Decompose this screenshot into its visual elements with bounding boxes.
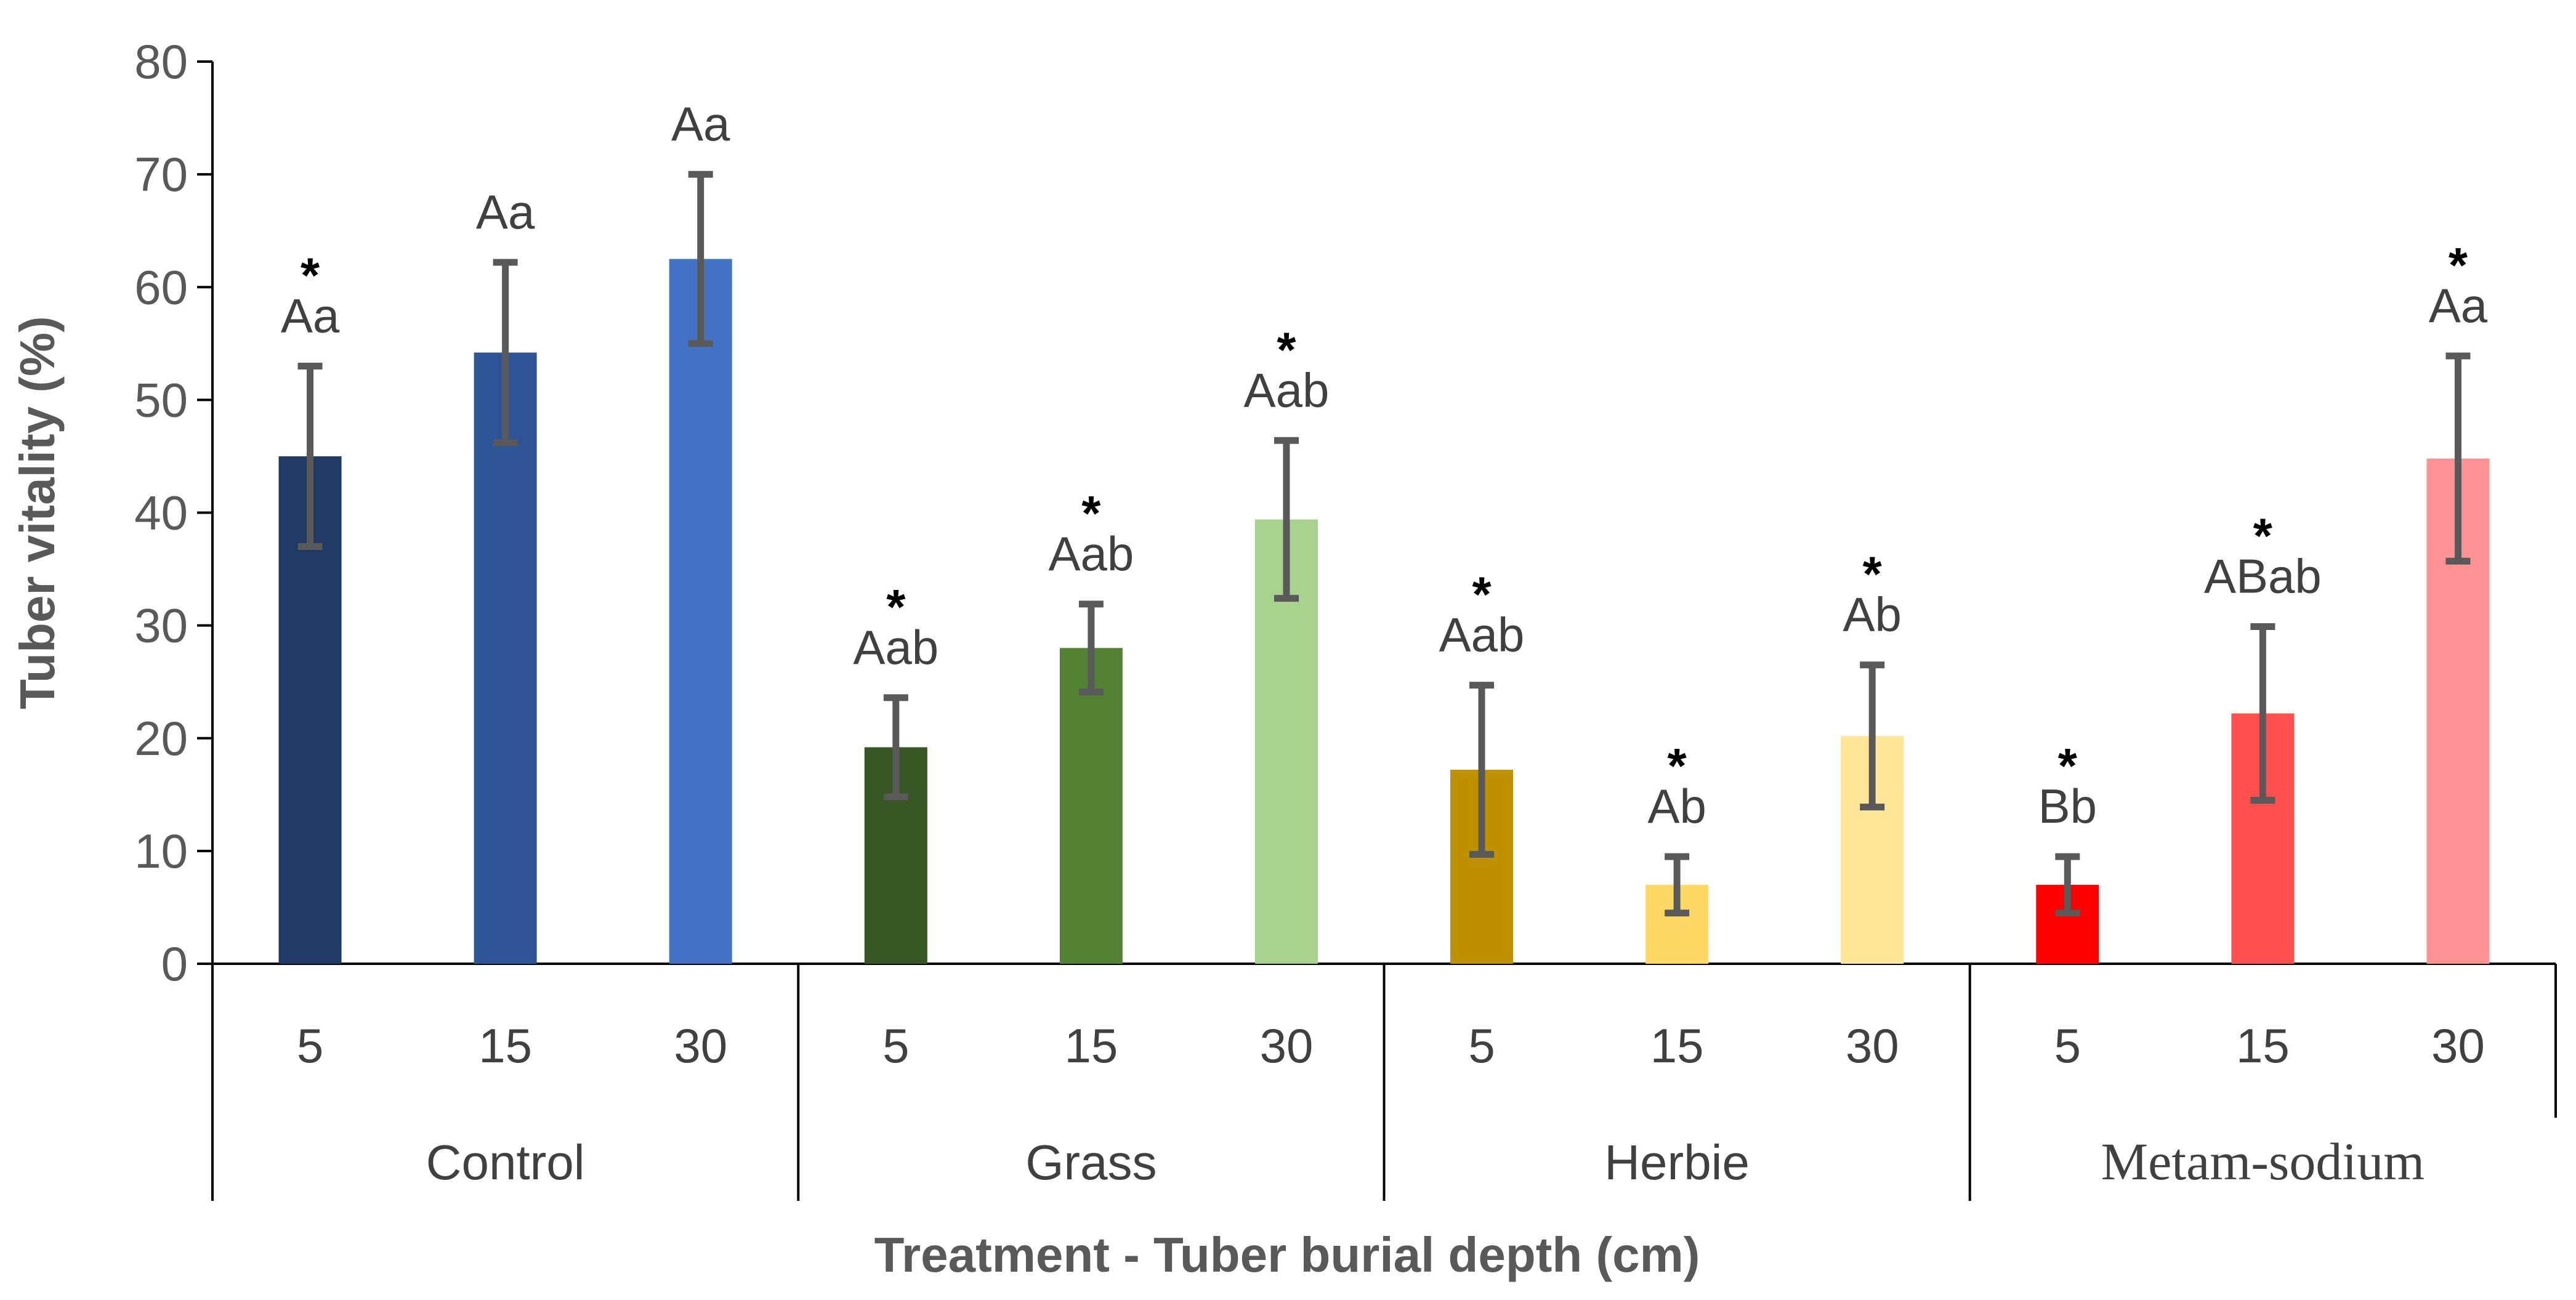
significance-letters: Aab <box>1244 363 1330 417</box>
depth-tick-label: 30 <box>674 1019 727 1073</box>
y-tick-label: 20 <box>134 711 188 765</box>
depth-tick-label: 5 <box>2054 1019 2081 1073</box>
y-tick-label: 40 <box>134 486 188 540</box>
depth-tick-label: 30 <box>2431 1019 2485 1073</box>
significance-star: * <box>1668 738 1687 793</box>
group-label-grass: Grass <box>1025 1135 1157 1190</box>
significance-letters: Ab <box>1647 779 1706 833</box>
y-tick-label: 70 <box>134 147 188 201</box>
significance-letters: Bb <box>2038 779 2097 833</box>
y-tick-label: 30 <box>134 599 188 653</box>
bar-grass-15 <box>1059 648 1123 964</box>
significance-letters: Aab <box>1048 527 1134 581</box>
significance-star: * <box>1081 486 1101 541</box>
significance-star: * <box>1472 567 1492 622</box>
depth-tick-label: 30 <box>1846 1019 1899 1073</box>
group-label-herbie: Herbie <box>1604 1135 1750 1190</box>
y-tick-label: 60 <box>134 260 188 314</box>
depth-tick-label: 5 <box>1468 1019 1495 1073</box>
group-label-control: Control <box>426 1135 585 1190</box>
significance-letters: Aa <box>671 97 730 151</box>
significance-letters: Aab <box>1439 608 1525 662</box>
significance-letters: Aa <box>476 185 535 239</box>
depth-tick-label: 15 <box>478 1019 532 1073</box>
bar-control-15 <box>474 352 537 964</box>
depth-tick-label: 5 <box>297 1019 323 1073</box>
significance-letters: Aa <box>281 288 340 342</box>
depth-tick-label: 15 <box>1064 1019 1118 1073</box>
depth-tick-label: 15 <box>2236 1019 2290 1073</box>
significance-star: * <box>886 579 906 634</box>
significance-star: * <box>2058 738 2078 793</box>
y-tick-label: 10 <box>134 824 188 878</box>
bar-control-30 <box>669 259 732 964</box>
significance-star: * <box>2449 238 2468 293</box>
significance-star: * <box>301 248 320 302</box>
significance-letters: ABab <box>2204 549 2322 603</box>
group-label-metam-sodium: Metam-sodium <box>2101 1132 2425 1191</box>
y-tick-label: 80 <box>134 34 188 89</box>
significance-letters: Aa <box>2429 278 2488 333</box>
depth-tick-label: 5 <box>882 1019 909 1073</box>
depth-tick-label: 15 <box>1650 1019 1704 1073</box>
significance-star: * <box>2253 508 2273 563</box>
y-axis-title: Tuber vitality (%) <box>10 316 65 709</box>
x-axis-title: Treatment - Tuber burial depth (cm) <box>874 1227 1700 1282</box>
depth-tick-label: 30 <box>1260 1019 1314 1073</box>
significance-letters: Aab <box>853 620 939 674</box>
y-tick-label: 0 <box>161 937 188 991</box>
significance-star: * <box>1863 547 1883 602</box>
significance-letters: Ab <box>1843 587 1902 642</box>
significance-star: * <box>1277 322 1296 377</box>
y-tick-label: 50 <box>134 373 188 427</box>
